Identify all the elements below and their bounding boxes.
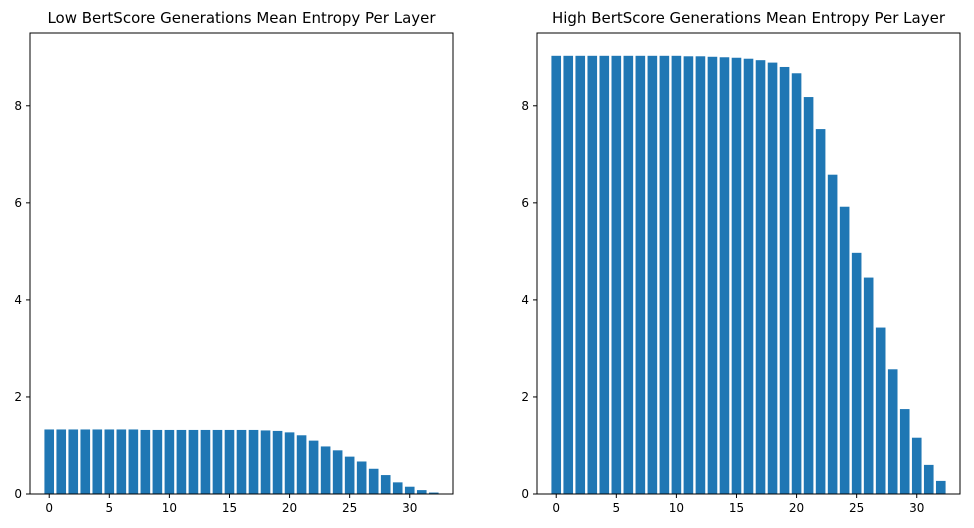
bar-layer-20 xyxy=(284,432,295,494)
bar-layer-18 xyxy=(767,62,778,495)
y-tick-label: 4 xyxy=(14,293,22,307)
x-tick-label: 15 xyxy=(222,501,237,515)
bar-layer-5 xyxy=(611,55,622,494)
bar-layer-27 xyxy=(875,327,886,494)
bar-layer-23 xyxy=(320,446,331,494)
bar-layer-13 xyxy=(707,56,718,494)
axes-frame xyxy=(536,32,961,495)
bar-layer-10 xyxy=(164,429,175,494)
bar-layer-19 xyxy=(779,66,790,495)
x-tick-label: 10 xyxy=(669,501,684,515)
bar-layer-19 xyxy=(272,430,283,494)
bar-layer-30 xyxy=(404,486,415,494)
bar-layer-26 xyxy=(863,277,874,494)
bar-layer-26 xyxy=(356,461,367,494)
y-tick-label: 6 xyxy=(521,196,529,210)
bar-layer-0 xyxy=(551,55,562,494)
bar-layer-10 xyxy=(671,55,682,494)
bar-layer-18 xyxy=(260,430,271,494)
bar-layer-24 xyxy=(839,206,850,494)
chart-title: High BertScore Generations Mean Entropy … xyxy=(552,9,946,27)
bar-layer-15 xyxy=(731,57,742,495)
bar-layer-7 xyxy=(128,429,139,494)
bar-layer-1 xyxy=(563,55,574,494)
bar-layer-8 xyxy=(140,429,151,494)
bar-layer-25 xyxy=(851,252,862,494)
bar-layer-2 xyxy=(575,55,586,494)
bar-layer-25 xyxy=(344,456,355,494)
x-tick-label: 30 xyxy=(402,501,417,515)
bar-layer-2 xyxy=(68,429,79,494)
bar-layer-22 xyxy=(308,440,319,494)
chart-high-bertscore: High BertScore Generations Mean Entropy … xyxy=(521,9,961,515)
y-tick-label: 2 xyxy=(521,390,529,404)
x-tick-label: 0 xyxy=(552,501,560,515)
bar-layer-11 xyxy=(176,429,187,494)
bar-layer-6 xyxy=(623,55,634,494)
bar-layer-14 xyxy=(212,429,223,494)
bar-layer-16 xyxy=(236,429,247,494)
bar-layer-20 xyxy=(791,73,802,494)
bar-layer-32 xyxy=(428,492,439,494)
bar-layer-3 xyxy=(80,429,91,494)
bar-layer-27 xyxy=(368,468,379,494)
bar-layer-9 xyxy=(152,429,163,494)
y-tick-label: 4 xyxy=(521,293,529,307)
chart-low-bertscore: Low BertScore Generations Mean Entropy P… xyxy=(14,9,454,515)
bar-layer-14 xyxy=(719,57,730,495)
x-tick-label: 25 xyxy=(849,501,864,515)
bar-layer-32 xyxy=(935,480,946,494)
y-tick-label: 8 xyxy=(521,99,529,113)
bar-layer-24 xyxy=(332,450,343,494)
bar-layer-28 xyxy=(380,475,391,494)
bar-layer-4 xyxy=(599,55,610,494)
x-tick-label: 5 xyxy=(105,501,113,515)
bar-layer-4 xyxy=(92,429,103,494)
y-tick-label: 6 xyxy=(14,196,22,210)
bar-layer-7 xyxy=(635,55,646,494)
bar-layer-12 xyxy=(695,56,706,494)
y-tick-label: 8 xyxy=(14,99,22,113)
bar-layer-16 xyxy=(743,58,754,495)
bar-layer-23 xyxy=(827,174,838,494)
x-tick-label: 0 xyxy=(45,501,53,515)
x-tick-label: 25 xyxy=(342,501,357,515)
axes-frame xyxy=(29,32,454,495)
x-tick-label: 15 xyxy=(729,501,744,515)
bar-layer-3 xyxy=(587,55,598,494)
x-tick-label: 10 xyxy=(162,501,177,515)
x-tick-label: 30 xyxy=(909,501,924,515)
y-tick-label: 2 xyxy=(14,390,22,404)
bar-layer-31 xyxy=(923,464,934,494)
bar-layer-28 xyxy=(887,369,898,494)
y-tick-label: 0 xyxy=(521,487,529,501)
bar-layer-29 xyxy=(392,482,403,494)
y-tick-label: 0 xyxy=(14,487,22,501)
bar-layer-31 xyxy=(416,490,427,494)
bar-layer-8 xyxy=(647,55,658,494)
bar-layer-13 xyxy=(200,429,211,494)
bar-layer-9 xyxy=(659,55,670,494)
bar-layer-17 xyxy=(755,60,766,494)
bar-layer-12 xyxy=(188,429,199,494)
x-tick-label: 5 xyxy=(612,501,620,515)
bar-layer-1 xyxy=(56,429,67,494)
bar-layer-0 xyxy=(44,429,55,494)
bar-layer-17 xyxy=(248,429,259,494)
bar-layer-15 xyxy=(224,429,235,494)
bar-layer-29 xyxy=(899,409,910,494)
chart-title: Low BertScore Generations Mean Entropy P… xyxy=(47,9,436,27)
x-tick-label: 20 xyxy=(789,501,804,515)
bar-layer-21 xyxy=(803,97,814,494)
x-tick-label: 20 xyxy=(282,501,297,515)
bar-layer-22 xyxy=(815,129,826,495)
bar-layer-30 xyxy=(911,437,922,494)
bar-layer-21 xyxy=(296,435,307,494)
bar-layer-5 xyxy=(104,429,115,494)
bar-layer-11 xyxy=(683,56,694,494)
bar-layer-6 xyxy=(116,429,127,494)
